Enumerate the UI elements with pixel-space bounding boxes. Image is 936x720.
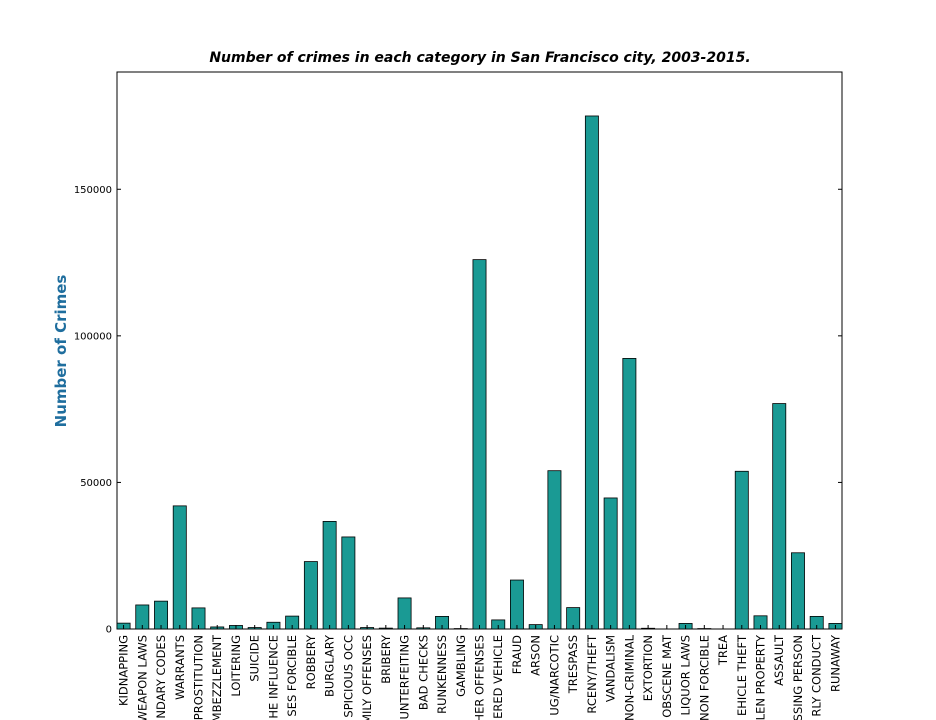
bar (397, 597, 412, 630)
x-tick-label: SUICIDE (248, 635, 262, 682)
x-tick-label: HE INFLUENCE (266, 635, 280, 719)
x-tick-label: WEAPON LAWS (135, 635, 149, 720)
x-tick-label: NON-CRIMINAL (622, 634, 636, 720)
bar (622, 358, 637, 630)
x-tick-label: BRIBERY (379, 634, 393, 684)
bar (322, 521, 337, 630)
x-tick-label: WARRANTS (173, 635, 187, 700)
bar (472, 259, 487, 630)
bar (154, 600, 168, 630)
x-tick-label: RLY CONDUCT (810, 634, 824, 717)
x-tick-label: UG/NARCOTIC (547, 635, 561, 716)
x-tick-label: UNTERFEITING (398, 635, 412, 720)
x-tick-label: MILY OFFENSES (360, 635, 374, 720)
x-tick-label: RUNKENNESS (435, 635, 449, 714)
y-axis-label: Number of Crimes (52, 275, 70, 428)
x-tick-label: BAD CHECKS (416, 635, 430, 710)
y-tick-label: 50000 (80, 478, 112, 489)
x-tick-label: TRESPASS (566, 635, 580, 694)
x-tick-label: ASSAULT (772, 634, 786, 686)
x-tick-label: MBEZZLEMENT (210, 634, 224, 720)
chart-title: Number of crimes in each category in San… (209, 50, 750, 66)
bar (510, 579, 524, 630)
x-tick-label: LIQUOR LAWS (679, 635, 693, 716)
x-tick-label: FRAUD (510, 635, 524, 674)
x-tick-label: PROSTITUTION (191, 635, 205, 720)
bar (584, 115, 599, 630)
x-tick-label: ROBBERY (304, 634, 318, 689)
x-tick-label: SES FORCIBLE (285, 635, 299, 717)
bar (341, 536, 356, 630)
x-tick-label: BURGLARY (323, 634, 337, 697)
bar (772, 403, 787, 630)
x-tick-label: KIDNAPPING (117, 635, 131, 706)
x-tick-label: TREA (716, 635, 730, 666)
x-tick-label: SSING PERSON (791, 635, 805, 720)
x-tick-label: ARSON (529, 635, 543, 676)
x-tick-label: EHICLE THEFT (735, 634, 749, 716)
x-tick-label: RUNAWAY (828, 634, 842, 692)
bar (791, 552, 805, 630)
x-tick-label: GAMBLING (454, 635, 468, 697)
bar (734, 470, 749, 630)
y-tick-label: 100000 (74, 331, 112, 342)
x-tick-label: ERED VEHICLE (491, 635, 505, 719)
x-tick-label: LOITERING (229, 635, 243, 697)
y-tick-label: 0 (106, 625, 112, 636)
bar (547, 470, 562, 630)
x-tick-label: OBSCENE MAT (660, 634, 674, 718)
x-tick-label: NON FORCIBLE (697, 635, 711, 720)
x-tick-label: EXTORTION (641, 635, 655, 701)
bar (172, 505, 187, 630)
x-tick-label: SPICIOUS OCC (341, 635, 355, 718)
x-tick-label: LEN PROPERTY (754, 634, 768, 720)
x-tick-label: RCENY/THEFT (585, 634, 599, 714)
x-tick-label: VANDALISM (604, 635, 618, 702)
y-tick-label: 150000 (74, 185, 112, 196)
bar (603, 497, 618, 630)
bar (303, 561, 318, 630)
x-tick-label: HER OFFENSES (473, 635, 487, 720)
x-tick-label: NDARY CODES (154, 635, 168, 719)
